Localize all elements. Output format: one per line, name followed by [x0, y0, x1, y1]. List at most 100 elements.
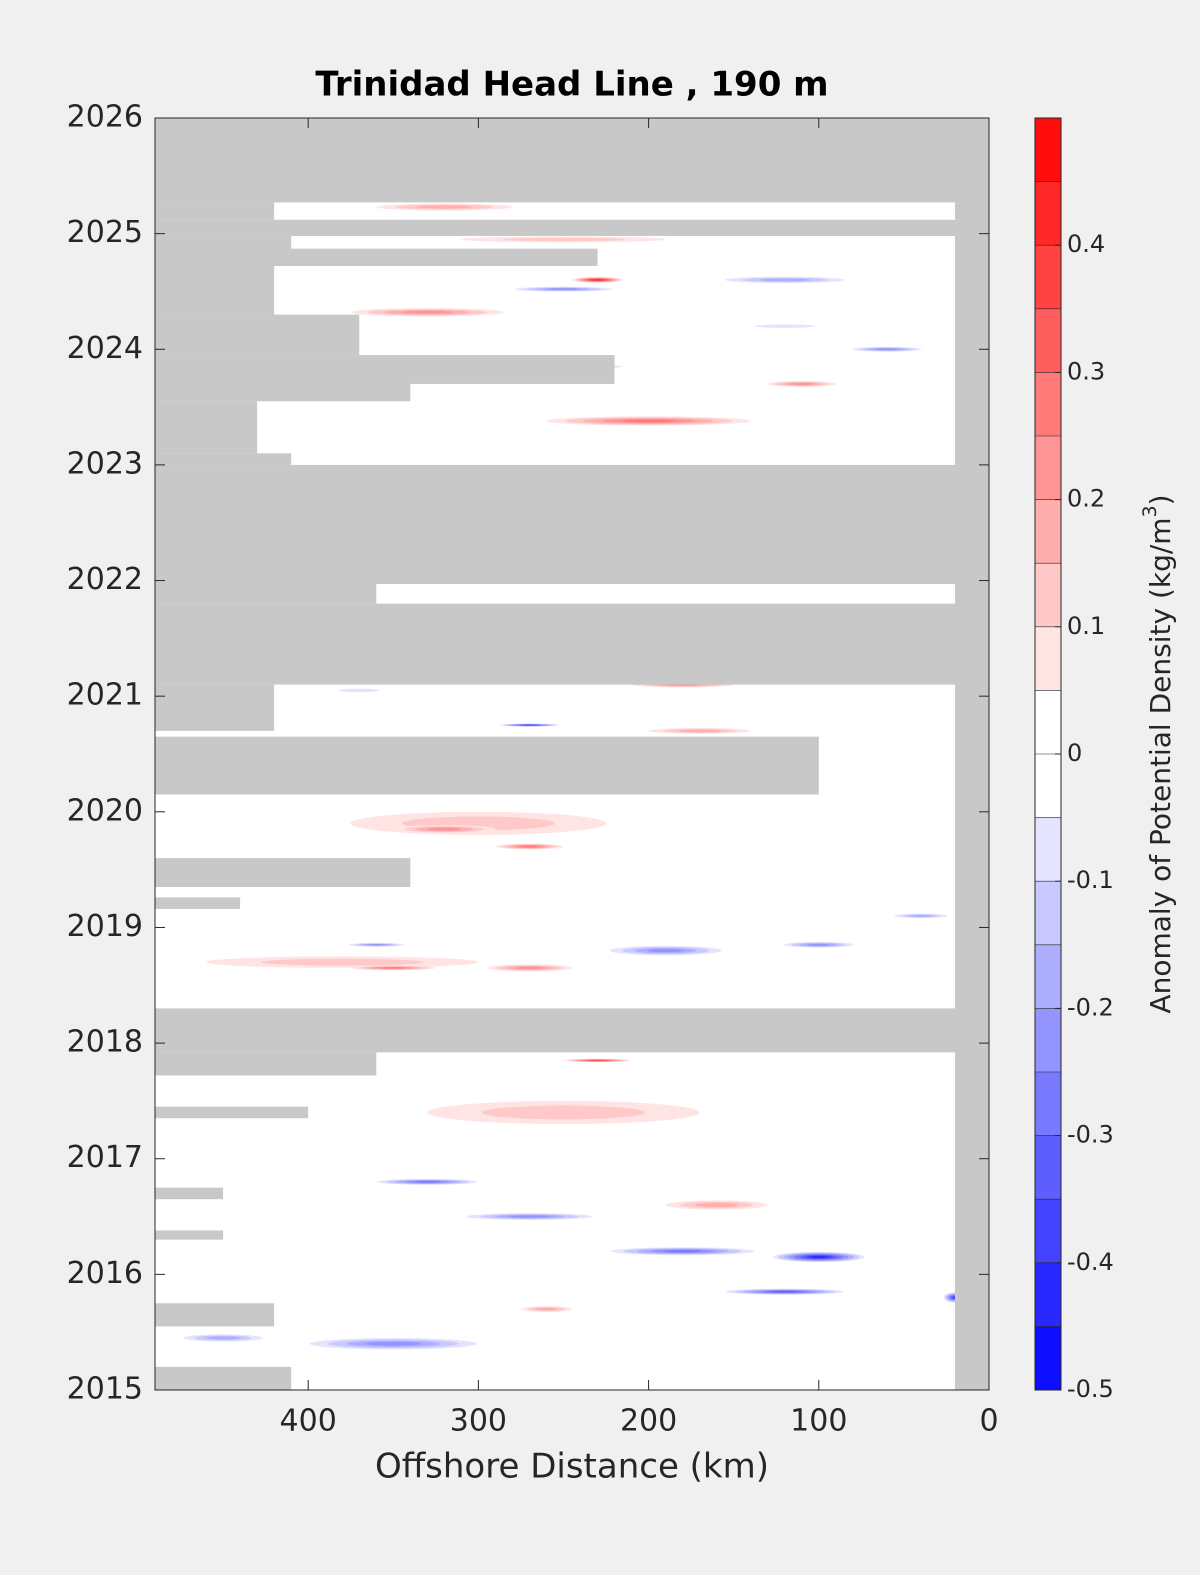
missing-data — [155, 897, 241, 909]
colorbar-band — [1035, 308, 1061, 373]
colorbar-band — [1035, 1199, 1061, 1263]
chart-title: Trinidad Head Line , 190 m — [315, 65, 828, 105]
contour-blob — [547, 288, 580, 290]
colorbar-band — [1035, 1326, 1061, 1390]
contour-blob — [694, 1202, 739, 1207]
x-axis-label: Offshore Distance (km) — [375, 1447, 769, 1487]
colorbar-tick-label: -0.5 — [1067, 1375, 1114, 1403]
missing-data — [155, 383, 411, 402]
missing-data — [155, 1303, 275, 1327]
y-tick-label: 2026 — [67, 100, 143, 135]
missing-data — [155, 1106, 309, 1119]
contour-blob — [771, 1291, 799, 1293]
contour-blob — [620, 419, 677, 423]
colorbar-band — [1035, 944, 1061, 1009]
contour-blob — [401, 310, 453, 314]
colorbar-band — [1035, 626, 1061, 691]
contour-blob — [502, 237, 625, 242]
missing-data — [155, 1008, 989, 1053]
contour-blob — [875, 348, 899, 351]
y-tick-label: 2020 — [67, 793, 143, 828]
missing-data — [155, 266, 275, 315]
colorbar-band — [1035, 817, 1061, 882]
y-tick-label: 2017 — [67, 1140, 143, 1175]
colorbar-band — [1035, 1008, 1061, 1072]
missing-data — [155, 118, 989, 203]
missing-data — [155, 1230, 224, 1240]
colorbar-tick-label: -0.2 — [1067, 993, 1114, 1021]
contour-blob — [365, 1341, 422, 1346]
missing-data — [155, 464, 989, 585]
y-tick-label: 2018 — [67, 1025, 143, 1060]
missing-data — [155, 202, 275, 220]
contour-blob — [508, 1215, 551, 1218]
colorbar-band — [1035, 1072, 1061, 1136]
y-tick-label: 2025 — [67, 215, 143, 250]
field — [155, 118, 989, 1390]
contour-blob — [523, 724, 536, 726]
contour-blob — [807, 943, 831, 946]
y-tick-label: 2021 — [67, 678, 143, 713]
missing-data — [155, 584, 377, 604]
missing-data — [155, 1187, 224, 1200]
contour-blob — [662, 1250, 703, 1253]
colorbar-label-text: Anomaly of Potential Density (kg/m — [1144, 517, 1177, 1013]
colorbar-band — [1035, 181, 1061, 246]
colorbar-tick-label: -0.3 — [1067, 1121, 1114, 1149]
contour-blob — [427, 827, 462, 831]
missing-data — [155, 858, 411, 887]
contour-blob — [366, 944, 386, 946]
missing-data — [155, 736, 819, 795]
y-tick-label: 2024 — [67, 331, 143, 366]
contour-blob — [593, 279, 603, 281]
missing-data — [155, 1052, 377, 1076]
colorbar-label-sup: 3 — [1139, 505, 1161, 517]
contour-blob — [206, 1336, 241, 1340]
colorbar-tick-label: 0.1 — [1067, 612, 1105, 640]
missing-data — [155, 314, 360, 356]
colorbar-band — [1035, 118, 1061, 182]
colorbar-band — [1035, 499, 1061, 564]
colorbar-tick-label: -0.4 — [1067, 1248, 1114, 1276]
colorbar-tick-label: 0.4 — [1067, 230, 1105, 258]
colorbar-band — [1035, 245, 1061, 309]
contour-blob — [677, 729, 722, 733]
contour-blob — [381, 967, 405, 969]
missing-data — [155, 603, 989, 685]
y-tick-label: 2022 — [67, 562, 143, 597]
contour-blob — [338, 688, 380, 693]
x-tick-label: 0 — [979, 1404, 998, 1439]
missing-data — [155, 248, 598, 267]
contour-blob — [590, 1060, 605, 1061]
contour-blob — [790, 383, 814, 385]
y-tick-label: 2019 — [67, 909, 143, 944]
colorbar-band — [1035, 1262, 1061, 1327]
contour-blob — [520, 845, 539, 848]
x-tick-label: 200 — [620, 1404, 677, 1439]
contour-blob — [260, 958, 424, 966]
colorbar-band — [1035, 436, 1061, 500]
contour-blob — [909, 914, 933, 917]
plot-frame — [154, 117, 990, 1391]
colorbar-tick-label: 0.2 — [1067, 485, 1105, 513]
colorbar-band — [1035, 563, 1061, 627]
y-tick-label: 2016 — [67, 1256, 143, 1291]
y-tick-label: 2015 — [67, 1372, 143, 1407]
missing-data — [155, 219, 989, 236]
colorbar-band — [1035, 881, 1061, 945]
x-tick-label: 100 — [790, 1404, 847, 1439]
missing-data — [155, 684, 275, 731]
colorbar-tick-label: -0.1 — [1067, 866, 1114, 894]
colorbar-tick-label: 0 — [1067, 739, 1082, 767]
contour-blob — [810, 1256, 827, 1258]
contour-blob — [759, 278, 811, 282]
colorbar-label-end: ) — [1144, 494, 1177, 505]
contour-blob — [481, 1105, 646, 1120]
colorbar-tick-label: 0.3 — [1067, 357, 1105, 385]
colorbar-label: Anomaly of Potential Density (kg/m3) — [1139, 494, 1178, 1013]
contour-blob — [413, 1181, 442, 1183]
missing-data — [155, 401, 258, 454]
colorbar-band — [1035, 690, 1061, 754]
missing-data — [155, 355, 615, 384]
